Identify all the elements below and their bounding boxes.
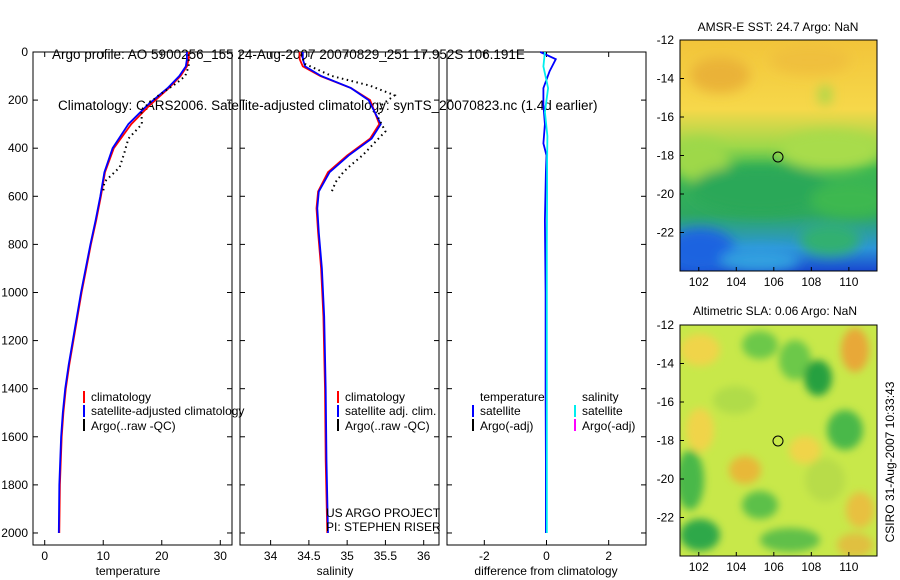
y-tick-label: 600 bbox=[8, 189, 28, 203]
map-x-tick-label: 104 bbox=[726, 275, 746, 289]
map-x-tick-label: 108 bbox=[801, 275, 821, 289]
legend-sal-argo: Argo(-adj) bbox=[582, 419, 635, 433]
series-line bbox=[102, 54, 190, 192]
sla-map-panel: Altimetric SLA: 0.06 Argo: NaN bbox=[657, 304, 878, 574]
salinity-xlabel: salinity bbox=[317, 564, 354, 578]
map-y-tick-label: -12 bbox=[657, 318, 675, 332]
y-tick-label: 0 bbox=[21, 45, 28, 59]
y-tick-label: 1600 bbox=[1, 430, 28, 444]
sla-field bbox=[680, 325, 877, 556]
legend-climatology: climatology bbox=[345, 390, 405, 404]
series-line bbox=[301, 52, 382, 534]
title-line-2: Climatology: CARS2006. Satellite-adjuste… bbox=[58, 98, 598, 113]
map-y-tick-label: -12 bbox=[657, 33, 675, 47]
map-y-tick-label: -18 bbox=[657, 434, 675, 448]
y-tick-label: 1000 bbox=[1, 285, 28, 299]
legend-sal-satellite: satellite bbox=[582, 404, 623, 418]
y-tick-label: 800 bbox=[8, 237, 28, 251]
project-annotation: US ARGO PROJECT bbox=[326, 506, 441, 520]
salinity-panel: 34 34.5 35 35.5 36 salinity climatology sate… bbox=[239, 51, 441, 578]
sla-map-title: Altimetric SLA: 0.06 Argo: NaN bbox=[693, 304, 857, 318]
legend-argo: Argo(..raw -QC) bbox=[345, 419, 430, 433]
sst-map-panel: AMSR-E SST: 24.7 Argo: NaN 102 104 106 108 1… bbox=[657, 20, 878, 289]
y-tick-label: 2000 bbox=[1, 526, 28, 540]
legend-temp-satellite: satellite bbox=[480, 404, 521, 418]
y-tick-label: 1800 bbox=[1, 478, 28, 492]
map-y-tick-label: -20 bbox=[657, 187, 675, 201]
y-tick-label: 1200 bbox=[1, 334, 28, 348]
x-tick-label: 35.5 bbox=[374, 549, 398, 563]
legend-temp-argo: Argo(-adj) bbox=[480, 419, 533, 433]
legend-argo: Argo(..raw -QC) bbox=[91, 419, 176, 433]
x-tick-label: 0 bbox=[41, 549, 48, 563]
x-tick-label: 34 bbox=[264, 549, 278, 563]
x-tick-label: 30 bbox=[214, 549, 228, 563]
map-y-tick-label: -16 bbox=[657, 395, 675, 409]
sst-profile-marker bbox=[772, 151, 784, 163]
y-tick-label: 400 bbox=[8, 141, 28, 155]
difference-panel: -2 0 2 difference from climatology tempera… bbox=[446, 51, 647, 578]
pi-annotation: PI: STEPHEN RISER bbox=[326, 520, 441, 534]
y-tick-label: 200 bbox=[8, 93, 28, 107]
x-tick-label: 0 bbox=[543, 549, 550, 563]
y-tick-label: 1400 bbox=[1, 382, 28, 396]
map-y-tick-label: -18 bbox=[657, 149, 675, 163]
map-y-tick-label: -14 bbox=[657, 72, 675, 86]
map-x-tick-label: 108 bbox=[801, 560, 821, 574]
x-tick-label: -2 bbox=[479, 549, 490, 563]
legend-temperature-title: temperature bbox=[480, 390, 545, 404]
x-tick-label: 20 bbox=[155, 549, 169, 563]
map-y-tick-label: -16 bbox=[657, 110, 675, 124]
temperature-legend: climatology satellite-adjusted climatolo… bbox=[83, 390, 244, 433]
series-line bbox=[57, 52, 188, 534]
map-y-tick-label: -20 bbox=[657, 472, 675, 486]
x-tick-label: 2 bbox=[605, 549, 612, 563]
map-y-tick-label: -22 bbox=[657, 511, 675, 525]
series-line bbox=[542, 51, 550, 533]
x-tick-label: 10 bbox=[97, 549, 111, 563]
temperature-xlabel: temperature bbox=[96, 564, 161, 578]
title-line-1: Argo profile: AO 5900256_155 24-Aug-2007… bbox=[52, 47, 525, 62]
sst-field bbox=[680, 40, 877, 271]
x-tick-label: 35 bbox=[340, 549, 354, 563]
series-line bbox=[539, 51, 558, 533]
map-x-tick-label: 110 bbox=[839, 560, 858, 574]
series-line bbox=[298, 52, 381, 534]
map-x-tick-label: 110 bbox=[839, 275, 858, 289]
map-x-tick-label: 102 bbox=[689, 275, 709, 289]
timestamp-stamp: CSIRO 31-Aug-2007 10:33:43 bbox=[883, 381, 897, 542]
temperature-panel: 0 200 400 600 800 1000 1200 1400 1600 1800 2000 0 1… bbox=[1, 45, 244, 578]
difference-legend: temperature satellite Argo(-adj) salinit… bbox=[472, 390, 635, 433]
sla-profile-marker bbox=[772, 435, 784, 447]
legend-satellite-adj-clim: satellite adj. clim. bbox=[345, 404, 436, 418]
salinity-axes-frame bbox=[239, 51, 440, 546]
sst-map-title: AMSR-E SST: 24.7 Argo: NaN bbox=[698, 20, 859, 34]
x-tick-label: 34.5 bbox=[297, 549, 321, 563]
legend-satellite-adjusted: satellite-adjusted climatology bbox=[91, 404, 244, 418]
series-line bbox=[300, 54, 397, 192]
salinity-legend: climatology satellite adj. clim. Argo(..… bbox=[337, 390, 436, 433]
legend-salinity-title: salinity bbox=[582, 390, 619, 404]
map-x-tick-label: 104 bbox=[726, 560, 746, 574]
map-x-tick-label: 102 bbox=[689, 560, 709, 574]
x-tick-label: 36 bbox=[417, 549, 431, 563]
figure-title: Argo profile: AO 5900256_155 24-Aug-2007… bbox=[52, 12, 598, 131]
temperature-axes-frame bbox=[32, 51, 233, 546]
map-y-tick-label: -22 bbox=[657, 226, 675, 240]
map-x-tick-label: 106 bbox=[764, 560, 784, 574]
map-y-tick-label: -14 bbox=[657, 357, 675, 371]
legend-climatology: climatology bbox=[91, 390, 151, 404]
series-line bbox=[58, 52, 190, 534]
difference-xlabel: difference from climatology bbox=[474, 564, 617, 578]
map-x-tick-label: 106 bbox=[764, 275, 784, 289]
